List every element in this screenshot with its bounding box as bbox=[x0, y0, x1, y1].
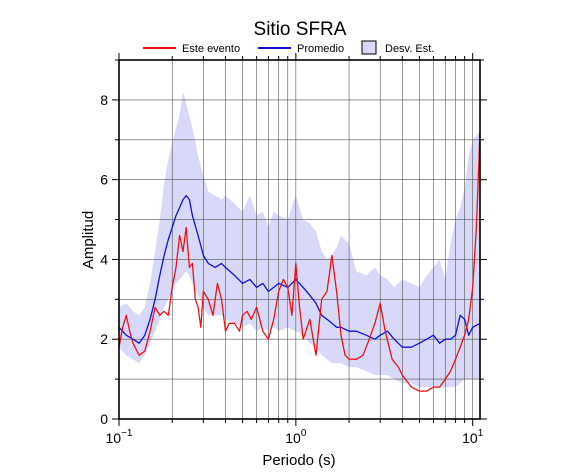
plot-frame bbox=[118, 59, 481, 420]
y-tick-label: 4 bbox=[100, 251, 108, 267]
y-tick-label: 6 bbox=[100, 172, 108, 188]
legend-swatch-box bbox=[361, 40, 377, 55]
axes-frame bbox=[112, 53, 487, 426]
legend: Este evento Promedio Desv. Est. bbox=[143, 40, 434, 55]
y-tick-label: 0 bbox=[100, 411, 108, 427]
y-axis-label: Amplitud bbox=[80, 211, 97, 269]
series-line-este-evento bbox=[118, 131, 481, 392]
legend-label: Desv. Est. bbox=[385, 43, 434, 55]
std-band-layer bbox=[119, 91, 480, 388]
tick-labels: 10−1 100 101 0 2 4 6 8 bbox=[100, 92, 483, 446]
legend-label: Promedio bbox=[297, 43, 344, 55]
legend-label: Este evento bbox=[182, 43, 240, 55]
x-tick-label: 100 bbox=[285, 428, 307, 446]
std-band bbox=[119, 91, 480, 388]
series-line-promedio bbox=[118, 194, 481, 348]
y-tick-label: 8 bbox=[100, 92, 108, 108]
y-tick-label: 2 bbox=[100, 331, 108, 347]
x-tick-label: 101 bbox=[462, 428, 484, 446]
x-axis-label: Periodo (s) bbox=[262, 452, 335, 469]
x-tick-label: 10−1 bbox=[106, 428, 133, 446]
chart-title: Sitio SFRA bbox=[254, 19, 347, 40]
series-layer bbox=[118, 131, 481, 392]
